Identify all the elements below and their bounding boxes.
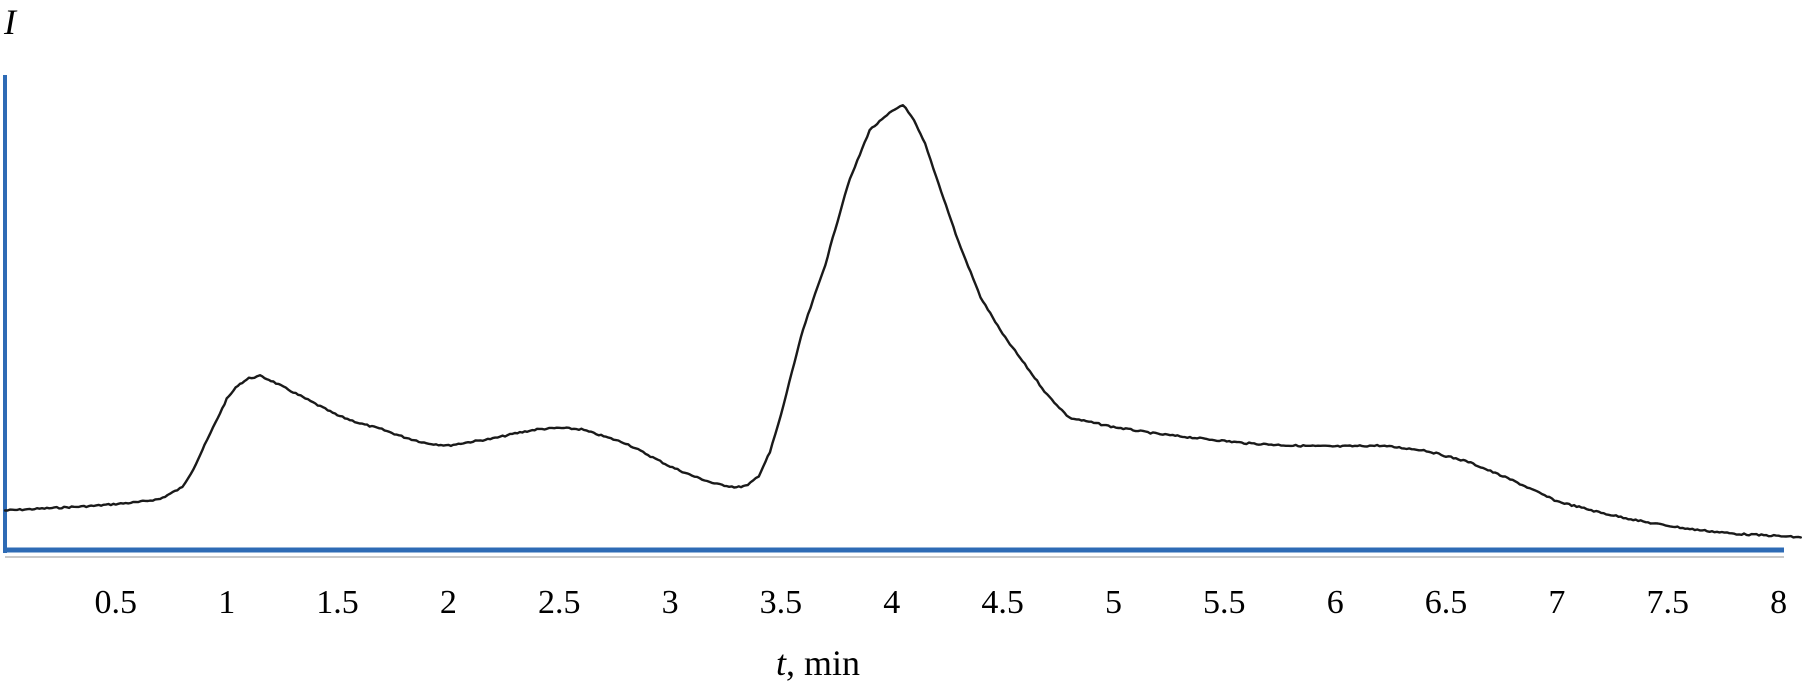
y-axis-title: I bbox=[3, 2, 18, 42]
x-tick-label: 8 bbox=[1770, 584, 1787, 621]
plot-area bbox=[3, 103, 1803, 540]
x-tick-label: 3.5 bbox=[760, 584, 803, 621]
x-axis-title-variable: t bbox=[776, 643, 787, 683]
x-tick-label: 7 bbox=[1548, 584, 1565, 621]
x-tick-label: 7.5 bbox=[1647, 584, 1690, 621]
x-tick-label: 3 bbox=[662, 584, 679, 621]
x-axis-title: t, min bbox=[776, 643, 860, 683]
x-axis: 0.5 1 1.5 2 2.5 3 3.5 4 4.5 5 5.5 6 6.5 7 7.5 8 t, min bbox=[5, 547, 1788, 683]
x-tick-label: 1.5 bbox=[316, 584, 359, 621]
x-tick-label: 0.5 bbox=[95, 584, 138, 621]
series-line bbox=[3, 104, 1802, 539]
y-axis: I bbox=[3, 2, 18, 553]
x-tick-label: 5 bbox=[1105, 584, 1122, 621]
x-tick-label: 5.5 bbox=[1203, 584, 1246, 621]
x-tick-label: 1 bbox=[218, 584, 235, 621]
x-tick-label: 4 bbox=[883, 584, 900, 621]
x-tick-label: 2.5 bbox=[538, 584, 581, 621]
series-points bbox=[3, 103, 1803, 540]
x-tick-label: 6 bbox=[1327, 584, 1344, 621]
x-tick-label: 2 bbox=[440, 584, 457, 621]
x-tick-label: 6.5 bbox=[1425, 584, 1468, 621]
x-axis-title-unit: , min bbox=[786, 643, 860, 683]
x-tick-label: 4.5 bbox=[981, 584, 1024, 621]
x-tick-labels: 0.5 1 1.5 2 2.5 3 3.5 4 4.5 5 5.5 6 6.5 7 7.5 8 bbox=[95, 584, 1788, 621]
